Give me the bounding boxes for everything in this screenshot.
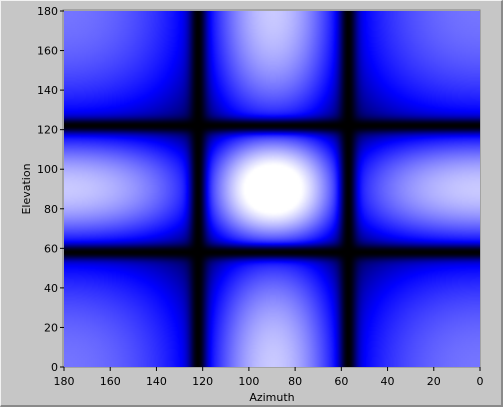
x-tick-label: 140 bbox=[146, 375, 167, 388]
y-axis: 0 20 40 60 80 100 120 140 160 180 bbox=[37, 5, 64, 374]
y-tick-label: 120 bbox=[37, 124, 58, 137]
x-tick-label: 160 bbox=[100, 375, 121, 388]
x-tick-label: 80 bbox=[288, 375, 302, 388]
x-tick-label: 20 bbox=[427, 375, 441, 388]
y-tick-label: 60 bbox=[44, 242, 58, 255]
y-tick-label: 140 bbox=[37, 84, 58, 97]
x-tick-label: 40 bbox=[381, 375, 395, 388]
y-tick-label: 180 bbox=[37, 5, 58, 18]
x-axis: 180 160 140 120 100 80 60 40 20 0 bbox=[54, 367, 484, 388]
y-axis-title: Elevation bbox=[20, 163, 33, 214]
y-tick-label: 160 bbox=[37, 45, 58, 58]
y-tick-label: 0 bbox=[51, 361, 58, 374]
y-tick-label: 80 bbox=[44, 203, 58, 216]
y-tick-label: 100 bbox=[37, 163, 58, 176]
x-tick-label: 0 bbox=[477, 375, 484, 388]
x-tick-label: 180 bbox=[54, 375, 75, 388]
x-tick-label: 60 bbox=[334, 375, 348, 388]
x-tick-label: 100 bbox=[238, 375, 259, 388]
x-tick-label: 120 bbox=[192, 375, 213, 388]
y-tick-label: 40 bbox=[44, 282, 58, 295]
x-axis-title: Azimuth bbox=[249, 391, 294, 404]
plot-area-border bbox=[62, 9, 481, 368]
heatmap-image bbox=[64, 11, 480, 367]
y-tick-label: 20 bbox=[44, 321, 58, 334]
